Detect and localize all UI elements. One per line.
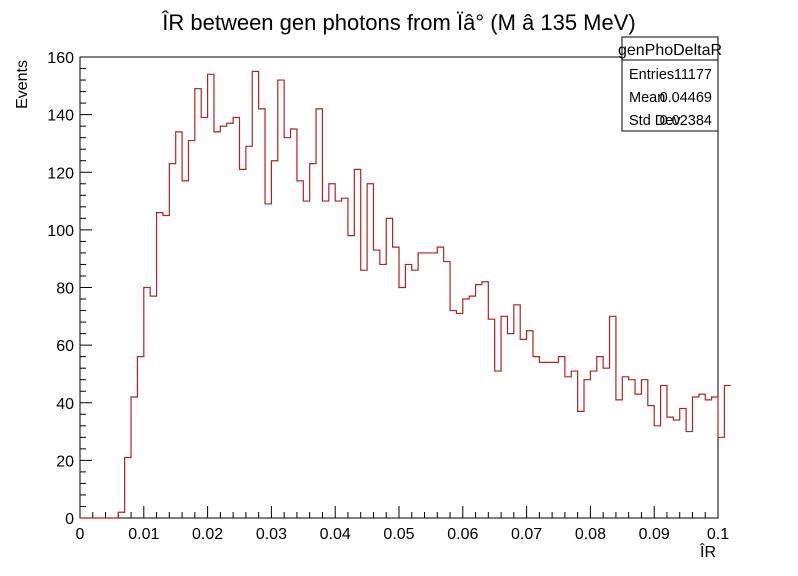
x-tick-label: 0.07 (511, 526, 542, 543)
y-axis: 0 20 40 60 80 100 120 140 160 (47, 50, 92, 528)
y-tick-label: 20 (56, 453, 74, 470)
x-tick-label: 0.1 (707, 526, 729, 543)
stats-box: genPhoDeltaR Entries 11177 Mean 0.04469 … (618, 36, 722, 132)
stats-box-title: genPhoDeltaR (618, 42, 722, 59)
stats-stddev-value: 0.02384 (660, 113, 712, 129)
x-tick-label: 0.01 (128, 526, 159, 543)
x-axis-label: ÎR (699, 542, 716, 561)
x-tick-label: 0 (76, 526, 85, 543)
x-tick-label: 0.08 (575, 526, 606, 543)
y-tick-label: 160 (47, 50, 74, 67)
stats-box-frame (621, 36, 719, 132)
x-tick-label: 0.05 (383, 526, 414, 543)
x-axis: 0 0.01 0.02 0.03 0.04 0.05 0.06 0.07 0.08 0.09 0.1 (76, 506, 729, 543)
stats-entries-label: Entries (629, 67, 674, 83)
stats-mean-label: Mean (629, 90, 665, 106)
x-tick-label: 0.02 (192, 526, 223, 543)
y-tick-label: 80 (56, 281, 74, 298)
stats-stddev-label: Std Dev (629, 113, 681, 129)
y-tick-label: 0 (65, 511, 74, 528)
y-tick-label: 100 (47, 223, 74, 240)
y-tick-label: 40 (56, 396, 74, 413)
histogram-series (80, 70, 731, 519)
y-axis-label: Events (14, 60, 31, 109)
y-tick-label: 60 (56, 338, 74, 355)
x-tick-label: 0.09 (639, 526, 670, 543)
x-tick-label: 0.06 (447, 526, 478, 543)
chart-title: ÎR between gen photons from Ïâ° (M â 135… (161, 10, 635, 35)
stats-mean-value: 0.04469 (660, 90, 712, 106)
x-tick-label: 0.03 (256, 526, 287, 543)
y-tick-label: 120 (47, 165, 74, 182)
stats-entries-value: 11177 (674, 67, 712, 83)
y-tick-label: 140 (47, 108, 74, 125)
x-tick-label: 0.04 (320, 526, 351, 543)
